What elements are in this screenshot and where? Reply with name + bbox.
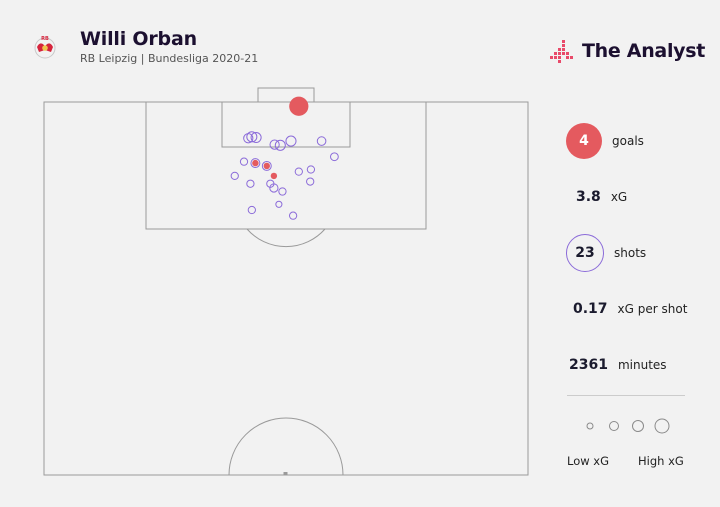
page-subtitle: RB Leipzig | Bundesliga 2020-21 (80, 52, 259, 65)
brand-logo: The Analyst (550, 38, 705, 64)
shots-layer (230, 96, 339, 220)
goal-shot-marker (270, 172, 278, 180)
shot-marker (285, 135, 297, 147)
shot-marker (269, 183, 279, 193)
legend-circle-xs (586, 422, 594, 430)
shot-marker (250, 158, 261, 169)
shot-marker (306, 165, 316, 174)
shot-marker (274, 139, 286, 151)
goal-shot-marker (252, 159, 259, 167)
shot-marker (278, 187, 287, 196)
xg-label: xG (610, 190, 628, 204)
stat-shots: 23 shots (566, 231, 646, 275)
minutes-value: 2361 (569, 357, 608, 373)
legend-high-label: High xG (638, 454, 684, 468)
shot-marker (330, 152, 339, 162)
goal-frame (257, 87, 315, 103)
legend-low-label: Low xG (567, 454, 610, 468)
pitch-lines (43, 87, 529, 476)
shot-marker (275, 200, 283, 208)
xg-value: 3.8 (576, 189, 601, 205)
shots-value: 23 (566, 234, 604, 272)
penalty-arc (246, 228, 326, 248)
legend-circle-lg (654, 418, 670, 434)
shot-marker (294, 167, 303, 176)
xg-size-legend (586, 418, 670, 434)
shot-marker (316, 136, 327, 146)
pitch-outline (43, 101, 529, 476)
rb-leipzig-logo: RB (34, 36, 56, 59)
shot-marker (306, 177, 315, 186)
stat-goals: 4 goals (566, 119, 644, 163)
xg-per-shot-label: xG per shot (617, 302, 688, 316)
shot-marker (230, 171, 239, 181)
shot-marker (246, 179, 255, 188)
shot-marker (250, 131, 262, 144)
shot-marker (247, 205, 256, 215)
brand-name: The Analyst (582, 40, 706, 62)
analyst-bars-logo (550, 40, 573, 63)
shot-marker (261, 160, 272, 171)
legend-divider (567, 395, 685, 396)
centre-spot (283, 472, 288, 475)
goal-shot-marker (289, 96, 309, 116)
penalty-area (145, 101, 427, 230)
shots-label: shots (614, 246, 647, 260)
shot-marker (288, 211, 298, 220)
legend-circle-md (632, 420, 644, 432)
minutes-label: minutes (617, 358, 667, 372)
stat-xg-per-shot: 0.17 xG per shot (566, 287, 687, 331)
page-title: Willi Orban (80, 28, 197, 50)
centre-circle (228, 417, 344, 476)
shot-marker (246, 131, 258, 143)
legend-circle-sm (609, 421, 619, 431)
stat-xg: 3.8 xG (566, 175, 627, 219)
goal-shot-marker (263, 162, 270, 170)
stat-minutes: 2361 minutes (566, 343, 667, 387)
shot-marker (269, 139, 280, 150)
goals-label: goals (612, 134, 644, 148)
goals-value: 4 (566, 123, 602, 159)
xg-per-shot-value: 0.17 (573, 301, 608, 317)
shot-marker (239, 157, 249, 166)
svg-text:RB: RB (41, 36, 49, 42)
